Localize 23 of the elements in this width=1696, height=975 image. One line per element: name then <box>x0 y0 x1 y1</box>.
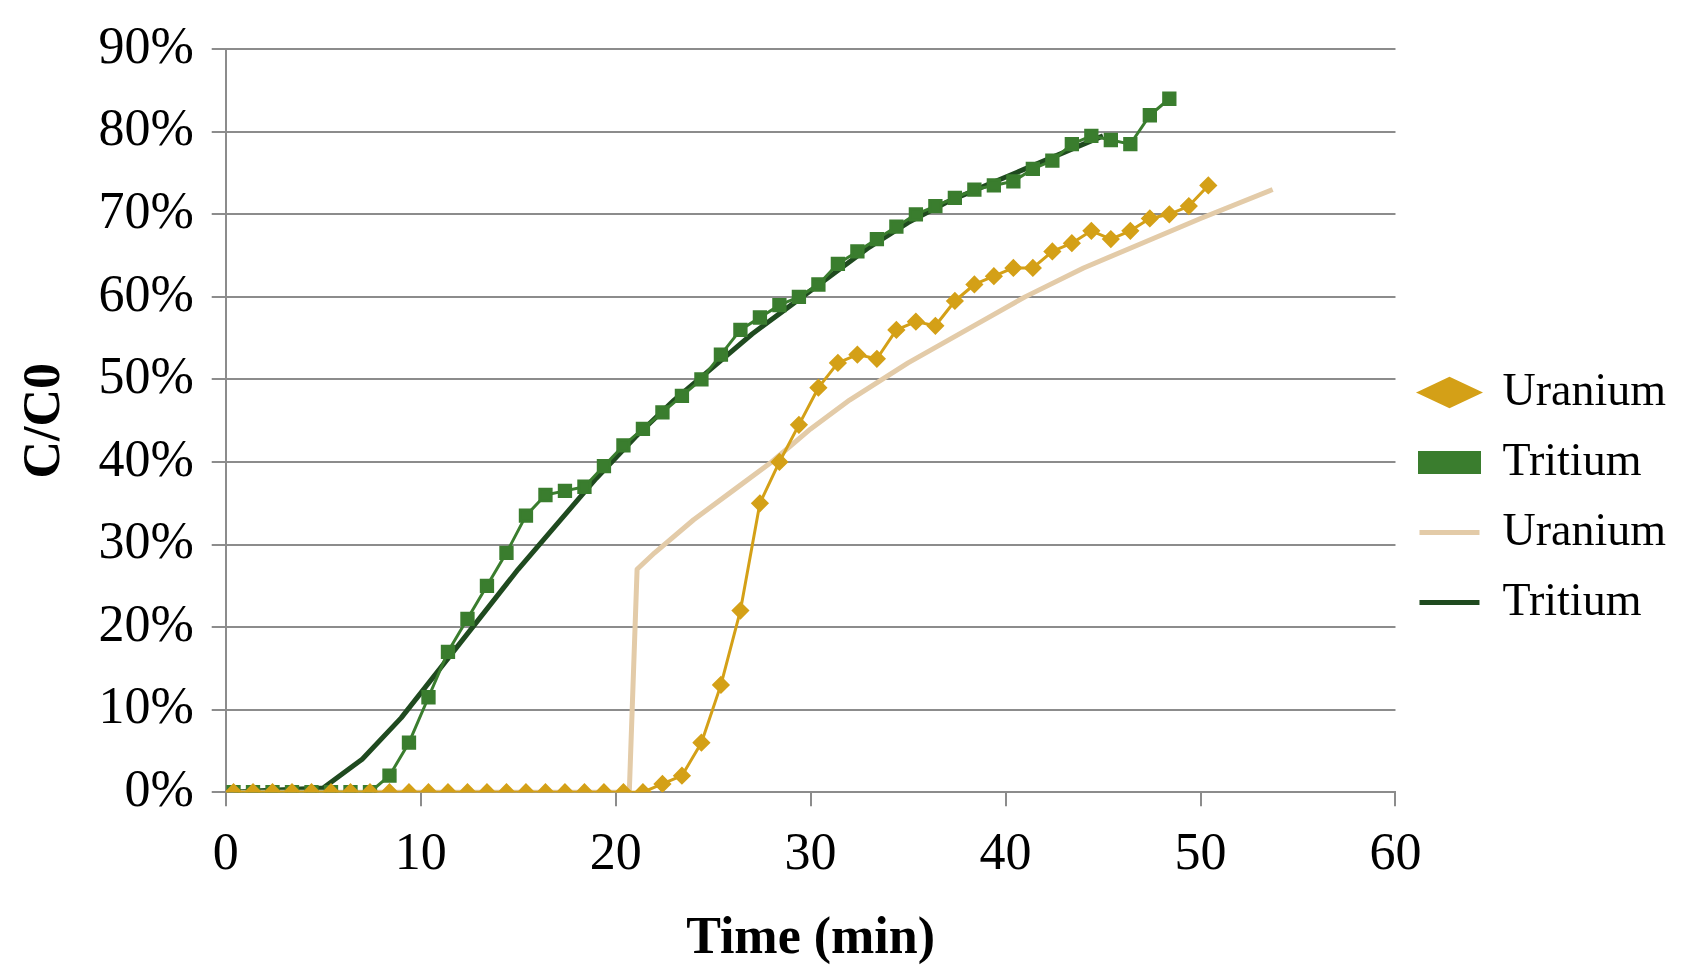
y-tick-label: 90% <box>98 16 194 74</box>
y-tick-label: 40% <box>98 429 194 487</box>
x-tick-label: 20 <box>589 823 642 881</box>
y-tick-label: 50% <box>98 347 194 405</box>
y-tick-label: 10% <box>98 677 194 735</box>
x-tick-label: 10 <box>394 823 447 881</box>
x-tick-label: 40 <box>979 823 1032 881</box>
y-tick-label: 0% <box>124 759 194 817</box>
x-tick-label: 0 <box>212 823 239 881</box>
y-axis-title: C/C0 <box>12 362 70 479</box>
y-tick-label: 30% <box>98 512 194 570</box>
y-tick-label: 20% <box>98 594 194 652</box>
y-tick-label: 60% <box>98 264 194 322</box>
legend-label: Tritium <box>1502 433 1642 485</box>
legend-label: Uranium <box>1502 503 1667 555</box>
x-tick-label: 50 <box>1174 823 1227 881</box>
legend-label: Tritium <box>1502 573 1642 625</box>
x-tick-label: 60 <box>1369 823 1422 881</box>
x-tick-label: 30 <box>784 823 837 881</box>
y-tick-label: 70% <box>98 181 194 239</box>
y-tick-label: 80% <box>98 99 194 157</box>
legend-label: Uranium <box>1502 363 1667 415</box>
x-axis-title: Time (min) <box>686 907 936 966</box>
